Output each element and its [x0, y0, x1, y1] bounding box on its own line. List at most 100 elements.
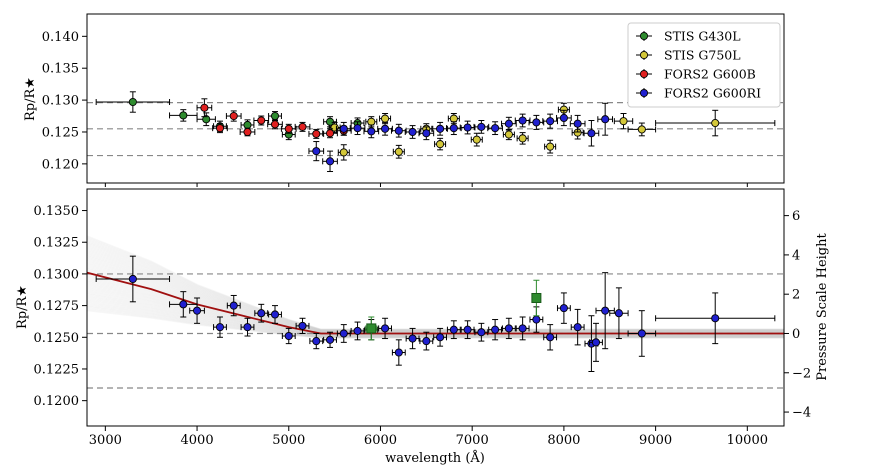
legend-item: FORS2 G600B — [636, 67, 756, 82]
data-point — [432, 121, 448, 136]
model-sample-line — [87, 302, 784, 338]
data-point — [365, 316, 378, 341]
model-sample-line — [87, 299, 784, 338]
data-marker — [449, 114, 458, 123]
data-point — [531, 279, 542, 317]
bottom-y-axis-label: Rp/R★ — [15, 285, 30, 329]
top-panel: 0.120 0.125 0.130 0.135 0.140 Rp/R★ STIS G43… — [23, 13, 785, 187]
data-point — [502, 128, 515, 141]
model-sample-line — [87, 241, 784, 331]
right-y-tick-label: 2 — [792, 288, 800, 303]
data-point — [322, 128, 338, 139]
data-point — [392, 144, 405, 159]
data-marker — [422, 337, 431, 346]
model-sample-line — [87, 239, 784, 331]
y-tick-label: 0.140 — [42, 30, 79, 45]
data-point — [528, 114, 545, 130]
data-marker — [215, 323, 225, 332]
data-marker — [179, 111, 188, 120]
data-point — [281, 327, 296, 345]
data-marker — [284, 331, 293, 341]
data-point — [488, 319, 503, 341]
right-y-ticks: −4 −2 0 2 4 6 — [784, 209, 811, 421]
data-marker — [619, 117, 628, 126]
right-y-axis-label: Pressure Scale Height — [815, 233, 830, 381]
data-point — [418, 126, 435, 141]
data-point — [543, 324, 558, 351]
data-marker — [128, 274, 137, 284]
data-marker — [531, 292, 542, 303]
y-tick-label: 0.1300 — [34, 267, 80, 282]
model-sample-line — [87, 258, 784, 333]
model-sample-line — [87, 235, 784, 330]
data-marker — [601, 306, 610, 315]
data-marker — [367, 127, 376, 136]
data-marker — [202, 115, 211, 124]
model-line — [87, 271, 784, 335]
data-marker — [339, 329, 348, 338]
data-point — [474, 322, 489, 342]
data-marker — [229, 301, 238, 310]
model-sample-line — [87, 293, 784, 337]
data-point — [390, 123, 407, 138]
x-tick-label: 4000 — [181, 433, 214, 448]
data-point — [196, 112, 216, 127]
data-point — [473, 120, 490, 134]
data-marker — [312, 129, 321, 138]
data-marker — [381, 324, 390, 333]
data-marker — [637, 125, 646, 134]
data-point — [627, 310, 657, 357]
data-marker — [257, 309, 266, 318]
data-marker — [325, 129, 335, 138]
data-marker — [591, 338, 601, 347]
legend-label: FORS2 G600B — [664, 67, 756, 82]
data-point — [391, 339, 406, 366]
data-marker — [312, 337, 321, 346]
data-point — [459, 120, 476, 135]
right-y-tick-label: 6 — [792, 209, 800, 224]
data-marker — [491, 124, 500, 133]
model-sample-line — [87, 254, 784, 333]
y-tick-label: 0.1225 — [34, 362, 80, 377]
data-point — [515, 316, 530, 341]
legend-label: FORS2 G600RI — [664, 86, 761, 101]
data-point — [556, 292, 571, 324]
data-marker — [381, 124, 390, 133]
data-point — [377, 121, 393, 136]
data-marker — [532, 315, 541, 324]
model-sample-line — [87, 307, 784, 339]
data-point — [268, 305, 282, 324]
data-point — [95, 91, 171, 113]
data-marker — [128, 97, 137, 107]
data-point — [379, 112, 392, 125]
top-plot-frame — [86, 13, 785, 184]
data-marker — [339, 148, 348, 157]
model-sample-line — [87, 295, 784, 337]
data-point — [323, 116, 337, 128]
x-tick-label: 6000 — [364, 433, 397, 448]
data-point — [336, 324, 351, 343]
y-tick-label: 0.130 — [42, 94, 79, 109]
data-marker — [491, 325, 500, 334]
model-sample-line — [87, 245, 784, 332]
model-sample-fan — [87, 235, 784, 339]
data-marker — [200, 103, 209, 112]
right-y-tick-label: 0 — [792, 327, 800, 342]
x-tick-label: 3000 — [89, 433, 122, 448]
bottom-plot-frame — [86, 188, 785, 427]
data-marker — [436, 140, 445, 149]
data-marker — [394, 126, 403, 135]
data-marker — [449, 124, 458, 133]
data-marker — [573, 323, 582, 332]
data-marker — [601, 115, 610, 124]
data-marker — [243, 127, 252, 137]
data-marker — [559, 304, 568, 313]
legend-label: STIS G430L — [664, 29, 741, 44]
data-marker — [504, 119, 513, 128]
y-tick-label: 0.1200 — [34, 394, 80, 409]
x-tick-label: 5000 — [272, 433, 305, 448]
data-point — [595, 272, 615, 350]
data-point — [226, 294, 241, 317]
legend-marker — [639, 50, 649, 60]
data-marker — [284, 124, 293, 133]
